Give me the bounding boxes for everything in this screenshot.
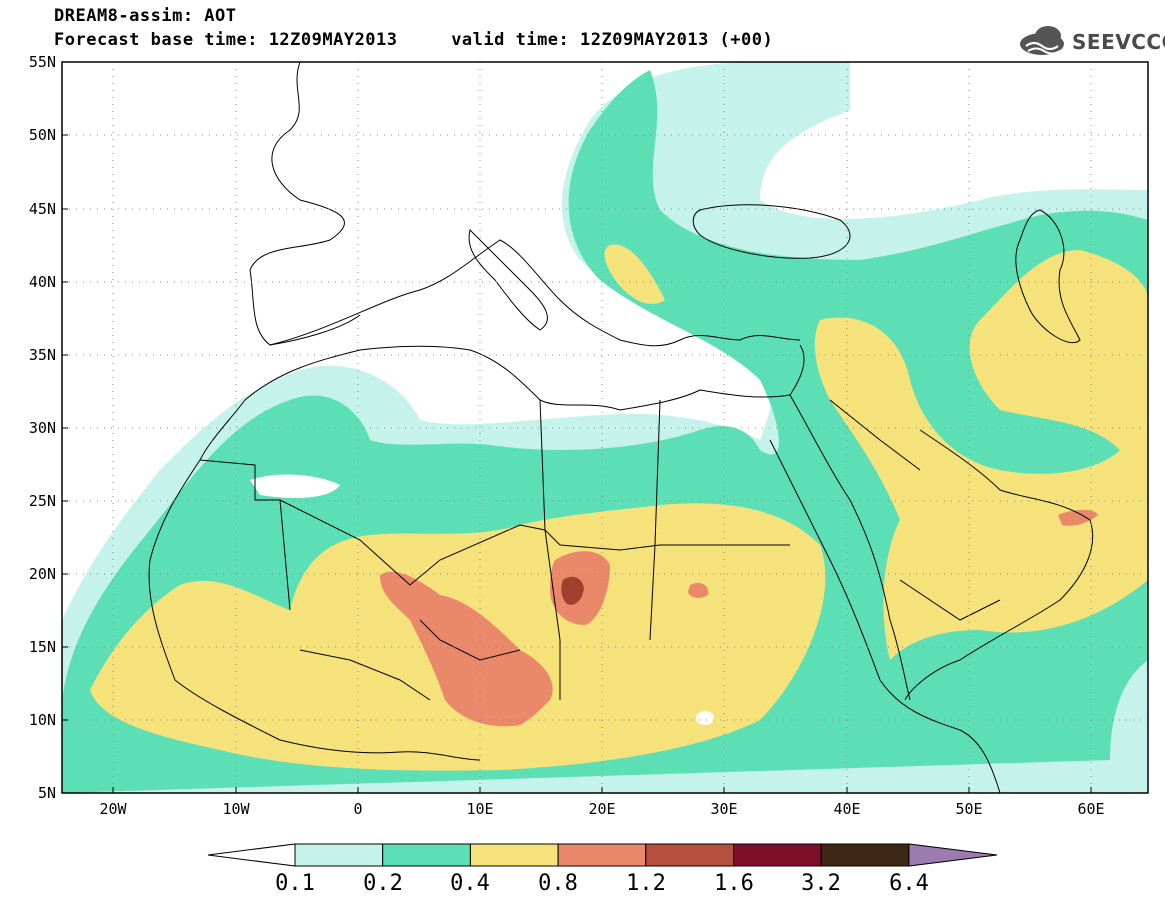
lon-label: 10W bbox=[222, 800, 250, 818]
colorbar-labels: 0.1 0.2 0.4 0.8 1.2 1.6 3.2 6.4 bbox=[275, 871, 929, 896]
colorbar-label: 1.6 bbox=[714, 871, 754, 896]
lon-label: 0 bbox=[353, 800, 362, 818]
logo-text: SEEVCCC bbox=[1072, 30, 1165, 54]
colorbar-label: 0.2 bbox=[363, 871, 403, 896]
grid-lines bbox=[62, 62, 1148, 793]
lat-label: 5N bbox=[38, 784, 56, 802]
colorbar-swatch bbox=[382, 843, 471, 867]
lon-label: 40E bbox=[833, 800, 860, 818]
colorbar-label: 1.2 bbox=[626, 871, 666, 896]
colorbar-label: 6.4 bbox=[889, 871, 929, 896]
colorbar-swatch bbox=[469, 843, 559, 867]
colorbar-swatch bbox=[820, 843, 910, 867]
colorbar-label: 3.2 bbox=[801, 871, 841, 896]
lon-label: 30E bbox=[710, 800, 737, 818]
lon-label: 20E bbox=[588, 800, 615, 818]
colorbar bbox=[207, 843, 998, 867]
chart-title: DREAM8-assim: AOT bbox=[54, 6, 237, 26]
lon-labels: 20W 10W 0 10E 20E 30E 40E 50E 60E bbox=[99, 800, 1104, 818]
tick-marks bbox=[62, 61, 1092, 794]
lon-label: 60E bbox=[1077, 800, 1104, 818]
lat-label: 20N bbox=[29, 565, 56, 583]
lat-label: 10N bbox=[29, 711, 56, 729]
colorbar-swatch bbox=[294, 843, 384, 867]
colorbar-swatch bbox=[557, 843, 647, 867]
lat-label: 45N bbox=[29, 200, 56, 218]
lat-label: 50N bbox=[29, 126, 56, 144]
colorbar-arrow-high bbox=[908, 843, 998, 867]
lat-label: 55N bbox=[29, 53, 56, 71]
lat-label: 30N bbox=[29, 419, 56, 437]
lat-label: 15N bbox=[29, 638, 56, 656]
chart-subtitle: Forecast base time: 12Z09MAY2013 valid t… bbox=[54, 30, 774, 50]
lon-label: 10E bbox=[466, 800, 493, 818]
colorbar-label: 0.1 bbox=[275, 871, 315, 896]
lon-label: 50E bbox=[955, 800, 982, 818]
aot-field bbox=[62, 62, 1148, 793]
lat-label: 40N bbox=[29, 273, 56, 291]
colorbar-label: 0.4 bbox=[450, 871, 490, 896]
colorbar-label: 0.8 bbox=[538, 871, 578, 896]
lon-label: 20W bbox=[99, 800, 127, 818]
colorbar-swatch bbox=[733, 843, 822, 867]
lat-label: 35N bbox=[29, 346, 56, 364]
cloud-logo-icon bbox=[1020, 26, 1064, 55]
colorbar-swatch bbox=[645, 843, 734, 867]
lat-label: 25N bbox=[29, 492, 56, 510]
colorbar-arrow-low bbox=[207, 843, 296, 867]
lat-labels: 55N 50N 45N 40N 35N 30N 25N 20N 15N 10N … bbox=[29, 53, 56, 802]
coastlines bbox=[148, 62, 1094, 793]
